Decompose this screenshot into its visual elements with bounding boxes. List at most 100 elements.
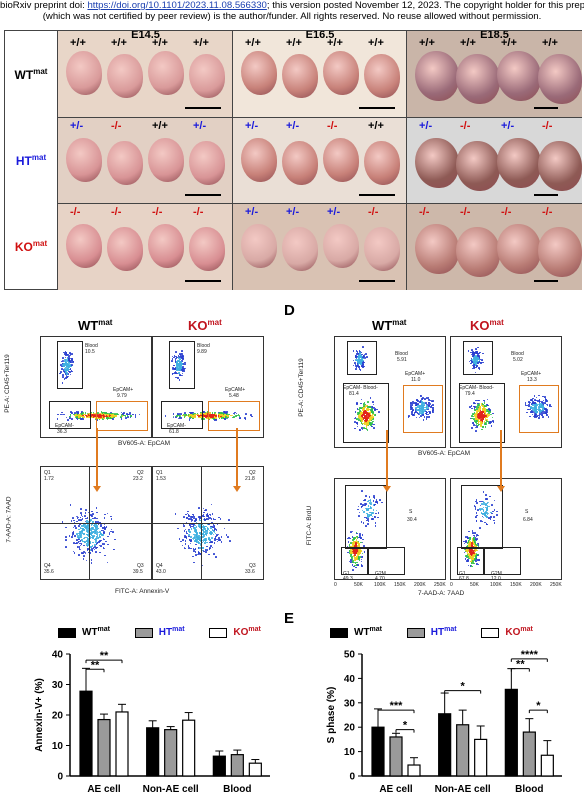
flow-event-dot [78,525,80,528]
flow-event-dot [96,546,98,549]
flow-event-dot [74,525,76,528]
flow-event-dot [94,526,97,528]
flow-event-dot [99,413,101,416]
embryo [323,224,359,268]
flow-event-dot [66,376,69,378]
flow-event-dot [206,412,209,415]
flow-gate-label: 67.8 [459,576,469,580]
genotype-label: +/+ [460,37,476,49]
embryo [107,54,143,98]
flow-event-dot [199,538,202,541]
flow-event-dot [120,416,122,418]
flow-event-dot [184,415,187,417]
flow-event-dot [203,534,205,536]
flow-plot-d-wt-top: Blood 5.91 EpCAM- Blood- 81.4 EpCAM+ 11.0 [334,336,446,448]
flow-event-dot [175,355,177,358]
embryo [189,141,225,185]
flow-event-dot [355,359,357,361]
flow-event-dot [363,353,366,356]
flow-event-dot [74,415,77,418]
embryo [538,227,582,277]
flow-event-dot [197,507,200,509]
legend-ht: HTmat [406,626,457,638]
flow-event-dot [197,538,200,541]
flow-event-dot [199,535,202,538]
flow-event-dot [99,415,101,417]
genotype-label: -/- [152,206,163,218]
flow-event-dot [218,538,220,541]
quadrant-line [153,523,263,524]
flow-event-dot [189,526,192,529]
flow-event-dot [116,412,118,415]
doi-link[interactable]: https://doi.org/10.1101/2023.11.08.56633… [87,0,267,11]
flow-event-dot [127,416,129,419]
flow-event-dot [176,376,179,379]
flow-event-dot [177,356,180,359]
flow-event-dot [81,417,83,420]
flow-event-dot [181,374,184,377]
flow-event-dot [99,536,101,539]
flow-event-dot [220,541,223,544]
flow-event-dot [95,413,97,416]
flow-event-dot [204,509,206,512]
flow-event-dot [108,533,111,535]
flow-event-dot [66,371,69,374]
flow-event-dot [75,527,77,529]
flow-event-dot [105,412,108,414]
panel-c-title-ko: KOmat [188,318,222,334]
flow-gate-label: 6.84 [523,517,533,523]
flow-event-dot [205,539,208,541]
flow-event-dot [102,412,104,415]
flow-event-dot [359,419,362,421]
flow-gate-label: 39.5 [133,569,143,575]
flow-event-dot [102,537,105,540]
flow-event-dot [177,417,180,420]
flow-event-dot [100,411,103,414]
flow-event-dot [203,537,206,540]
flow-event-dot [212,526,214,529]
flow-event-dot [362,357,364,360]
flow-event-dot [214,532,217,535]
flow-event-dot [64,360,66,363]
genotype-label: -/- [111,206,122,218]
flow-event-dot [64,363,67,366]
embryo [282,54,318,98]
flow-event-dot [361,364,363,367]
flow-event-dot [92,526,94,529]
flow-event-dot [361,361,364,363]
flow-event-dot [357,356,359,359]
flow-event-dot [65,372,67,374]
flow-event-dot [199,516,201,518]
flow-event-dot [83,550,86,553]
flow-event-dot [203,542,206,545]
flow-event-dot [200,517,202,520]
flow-event-dot [71,359,74,361]
flow-event-dot [72,531,75,533]
flow-event-dot [87,532,90,535]
flow-event-dot [196,537,199,540]
blood-gate [347,341,377,375]
flow-event-dot [100,416,102,418]
flow-event-dot [66,354,69,357]
flow-event-dot [206,532,209,534]
quadrant-line [41,523,151,524]
embryo [241,138,277,182]
flow-event-dot [84,515,86,518]
flow-event-dot [181,544,184,547]
flow-event-dot [84,536,86,539]
flow-event-dot [206,415,209,417]
flow-event-dot [371,412,374,415]
flow-event-dot [192,515,195,518]
flow-event-dot [75,542,78,545]
flow-event-dot [93,413,95,416]
genotype-label: -/- [111,120,122,132]
flow-event-dot [211,416,213,418]
flow-event-dot [130,415,132,417]
flow-event-dot [67,366,69,369]
preprint-header-line2: (which was not certified by peer review)… [42,11,542,22]
flow-event-dot [210,531,213,533]
flow-event-dot [86,416,89,418]
flow-event-dot [71,534,74,536]
flow-event-dot [123,412,125,414]
flow-event-dot [225,417,228,419]
